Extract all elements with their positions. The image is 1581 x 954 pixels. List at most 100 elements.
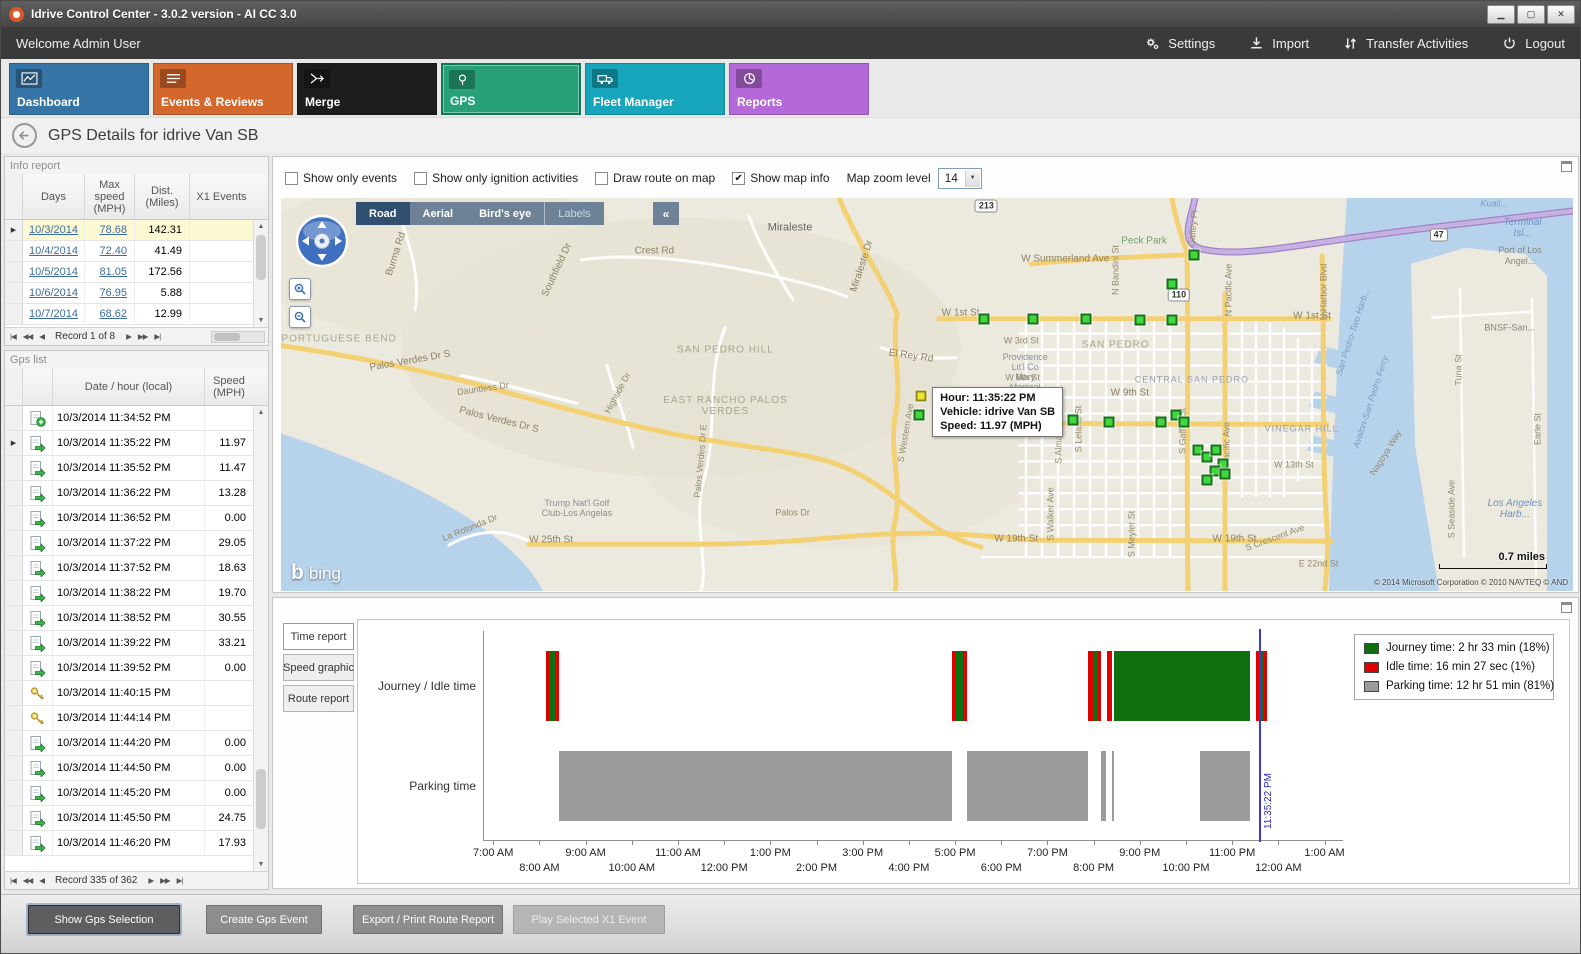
- column-days[interactable]: Days: [23, 174, 85, 219]
- max-speed-link[interactable]: 81.05: [85, 262, 135, 282]
- map-tab-birdseye[interactable]: Bird's eye: [479, 207, 532, 220]
- info-table-row[interactable]: 10/6/2014 76.95 5.88: [5, 283, 253, 304]
- gps-row[interactable]: 10/3/2014 11:36:22 PM 13.28: [5, 481, 253, 506]
- column-max-speed[interactable]: Max speed (MPH): [85, 174, 135, 219]
- gps-row[interactable]: 10/3/2014 11:45:20 PM 0.00: [5, 781, 253, 806]
- max-speed-link[interactable]: 68.62: [85, 304, 135, 324]
- menubar-item-logout[interactable]: Logout: [1502, 36, 1565, 51]
- map-panel-maximize-icon[interactable]: [1561, 161, 1572, 172]
- menubar-item-import[interactable]: Import: [1249, 36, 1309, 51]
- create-gps-event-button[interactable]: Create Gps Event: [206, 905, 322, 934]
- max-speed-link[interactable]: 72.40: [85, 241, 135, 261]
- gps-row[interactable]: 10/3/2014 11:44:14 PM: [5, 706, 253, 731]
- scroll-up-icon[interactable]: ▲: [257, 409, 265, 416]
- nav-prev-page-icon[interactable]: ◀◀: [22, 332, 34, 341]
- maximize-icon[interactable]: ▢: [1517, 4, 1545, 24]
- info-table-row[interactable]: 10/5/2014 81.05 172.56: [5, 262, 253, 283]
- column-x1-events[interactable]: X1 Events: [196, 190, 247, 203]
- tab-events[interactable]: Events & Reviews: [153, 63, 293, 115]
- gps-marker[interactable]: [1166, 314, 1178, 326]
- scrollbar-thumb[interactable]: [256, 235, 266, 280]
- scroll-down-icon[interactable]: ▼: [257, 317, 265, 324]
- nav-last-icon[interactable]: ▶|: [176, 876, 184, 885]
- gps-row[interactable]: 10/3/2014 11:38:52 PM 30.55: [5, 606, 253, 631]
- day-link[interactable]: 10/3/2014: [23, 220, 85, 240]
- nav-first-icon[interactable]: |◀: [10, 876, 17, 885]
- gps-row[interactable]: 10/3/2014 11:44:50 PM 0.00: [5, 756, 253, 781]
- info-table-row[interactable]: 10/4/2014 72.40 41.49: [5, 241, 253, 262]
- show-gps-selection-button[interactable]: Show Gps Selection: [28, 905, 180, 934]
- gps-marker[interactable]: [1192, 444, 1204, 456]
- info-table-row[interactable]: ▶ 10/3/2014 78.68 142.31: [5, 220, 253, 241]
- tab-dashboard[interactable]: Dashboard: [9, 63, 149, 115]
- gps-marker[interactable]: [978, 313, 990, 325]
- gps-list-scrollbar[interactable]: ▲ ▼: [253, 406, 268, 871]
- tab-fleet[interactable]: Fleet Manager: [585, 63, 725, 115]
- gps-marker[interactable]: [1201, 451, 1213, 463]
- column-dist[interactable]: Dist. (Miles): [135, 174, 190, 219]
- tab-reports[interactable]: Reports: [729, 63, 869, 115]
- chart-tab-route-report[interactable]: Route report: [283, 685, 354, 712]
- day-link[interactable]: 10/5/2014: [23, 262, 85, 282]
- gps-row[interactable]: 10/3/2014 11:37:22 PM 29.05: [5, 531, 253, 556]
- gps-marker[interactable]: [913, 409, 925, 421]
- menubar-item-transfer[interactable]: Transfer Activities: [1343, 36, 1468, 51]
- gps-marker[interactable]: [1188, 249, 1200, 261]
- info-report-scrollbar[interactable]: ▲ ▼: [253, 220, 268, 327]
- map-zoom-select[interactable]: 14 ▼: [937, 167, 982, 189]
- close-icon[interactable]: ✕: [1547, 4, 1575, 24]
- max-speed-link[interactable]: 76.95: [85, 283, 135, 303]
- menubar-item-settings[interactable]: Settings: [1145, 36, 1215, 51]
- selected-gps-marker[interactable]: [915, 390, 927, 402]
- day-link[interactable]: 10/6/2014: [23, 283, 85, 303]
- gps-row[interactable]: 10/3/2014 11:44:20 PM 0.00: [5, 731, 253, 756]
- nav-next-page-icon[interactable]: ▶▶: [160, 876, 171, 885]
- gps-row[interactable]: 10/3/2014 11:39:52 PM 0.00: [5, 656, 253, 681]
- gps-marker[interactable]: [1080, 313, 1092, 325]
- gps-row[interactable]: ▶ 10/3/2014 11:35:22 PM 11.97: [5, 431, 253, 456]
- scrollbar-thumb[interactable]: [214, 332, 240, 341]
- map-option-checkbox-1[interactable]: Show only events: [285, 171, 397, 185]
- map-compass[interactable]: [295, 214, 349, 268]
- gps-marker[interactable]: [1155, 416, 1167, 428]
- gps-marker[interactable]: [1170, 409, 1182, 421]
- scroll-down-icon[interactable]: ▼: [257, 861, 265, 868]
- gps-marker[interactable]: [1201, 474, 1213, 486]
- map-zoom-in-button[interactable]: [289, 278, 311, 300]
- map-tab-aerial[interactable]: Aerial: [422, 207, 454, 220]
- gps-row[interactable]: 10/3/2014 11:37:52 PM 18.63: [5, 556, 253, 581]
- gps-marker[interactable]: [1134, 314, 1146, 326]
- gps-marker[interactable]: [1103, 416, 1115, 428]
- minimize-icon[interactable]: ▁: [1487, 4, 1515, 24]
- chart-tab-speed-graphic[interactable]: Speed graphic: [283, 654, 354, 681]
- tab-gps[interactable]: GPS: [441, 63, 581, 115]
- nav-prev-page-icon[interactable]: ◀◀: [22, 876, 34, 885]
- day-link[interactable]: 10/7/2014: [23, 304, 85, 324]
- gps-marker[interactable]: [1219, 468, 1231, 480]
- export-print-route-report-button[interactable]: Export / Print Route Report: [353, 905, 503, 934]
- gps-marker[interactable]: [1178, 416, 1190, 428]
- nav-next-page-icon[interactable]: ▶▶: [137, 332, 149, 341]
- map-option-checkbox-4[interactable]: ✔ Show map info: [732, 171, 830, 185]
- tab-merge[interactable]: Merge: [297, 63, 437, 115]
- nav-prev-icon[interactable]: ◀: [39, 332, 45, 341]
- nav-first-icon[interactable]: |◀: [10, 332, 17, 341]
- back-button[interactable]: [12, 123, 37, 148]
- gps-row[interactable]: 10/3/2014 11:38:22 PM 19.70: [5, 581, 253, 606]
- chart-tab-time-report[interactable]: Time report: [283, 623, 354, 650]
- max-speed-link[interactable]: 78.68: [85, 220, 135, 240]
- chevron-down-icon[interactable]: ▼: [964, 169, 980, 187]
- gps-marker[interactable]: [1210, 444, 1222, 456]
- map-collapse-button[interactable]: «: [653, 202, 679, 225]
- gps-row[interactable]: 10/3/2014 11:46:20 PM 17.93: [5, 831, 253, 856]
- info-table-row[interactable]: 10/7/2014 68.62 12.99: [5, 304, 253, 325]
- gps-row[interactable]: 10/3/2014 11:36:52 PM 0.00: [5, 506, 253, 531]
- gps-marker[interactable]: [1067, 414, 1079, 426]
- gps-row[interactable]: 10/3/2014 11:45:50 PM 24.75: [5, 806, 253, 831]
- map-zoom-out-button[interactable]: [289, 306, 311, 328]
- map-tab-road[interactable]: Road: [356, 202, 410, 225]
- gps-marker[interactable]: [1027, 313, 1039, 325]
- map-canvas[interactable]: Miraleste Peck Park W Summerland Ave Crest …: [281, 198, 1573, 591]
- map-option-checkbox-3[interactable]: Draw route on map: [595, 171, 715, 185]
- gps-row[interactable]: 10/3/2014 11:40:15 PM: [5, 681, 253, 706]
